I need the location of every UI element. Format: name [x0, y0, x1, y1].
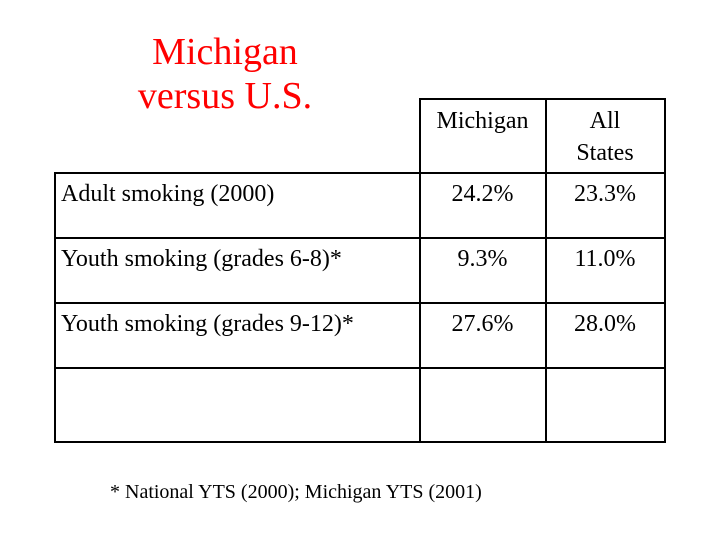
column-divider-2 [545, 98, 547, 442]
row-label: Youth smoking (grades 9-12)* [61, 311, 354, 337]
all-states-value: 11.0% [574, 246, 636, 272]
header-states: States [576, 140, 634, 166]
row-label: Youth smoking (grades 6-8)* [61, 246, 342, 272]
row-divider-2 [54, 302, 665, 304]
column-divider-1 [419, 98, 421, 442]
header-all: All [589, 108, 621, 134]
all-states-value: 28.0% [574, 311, 636, 337]
table-border-bottom [54, 441, 666, 443]
row-divider-1 [54, 237, 665, 239]
row-divider-3 [54, 367, 665, 369]
footnote: * National YTS (2000); Michigan YTS (200… [110, 481, 482, 503]
title-line-1: Michigan [152, 31, 298, 73]
michigan-value: 27.6% [451, 311, 514, 337]
table-border-right [664, 98, 666, 442]
michigan-value: 24.2% [451, 181, 514, 207]
table-border-top [54, 172, 665, 174]
row-label: Adult smoking (2000) [61, 181, 275, 207]
header-michigan: Michigan [436, 108, 529, 134]
all-states-value: 23.3% [574, 181, 636, 207]
title-line-2: versus U.S. [137, 75, 313, 117]
table-border-top-header [419, 98, 665, 100]
michigan-value: 9.3% [457, 246, 508, 272]
table-border-left [54, 172, 56, 442]
slide-title: Michigan versus U.S. [100, 30, 350, 118]
